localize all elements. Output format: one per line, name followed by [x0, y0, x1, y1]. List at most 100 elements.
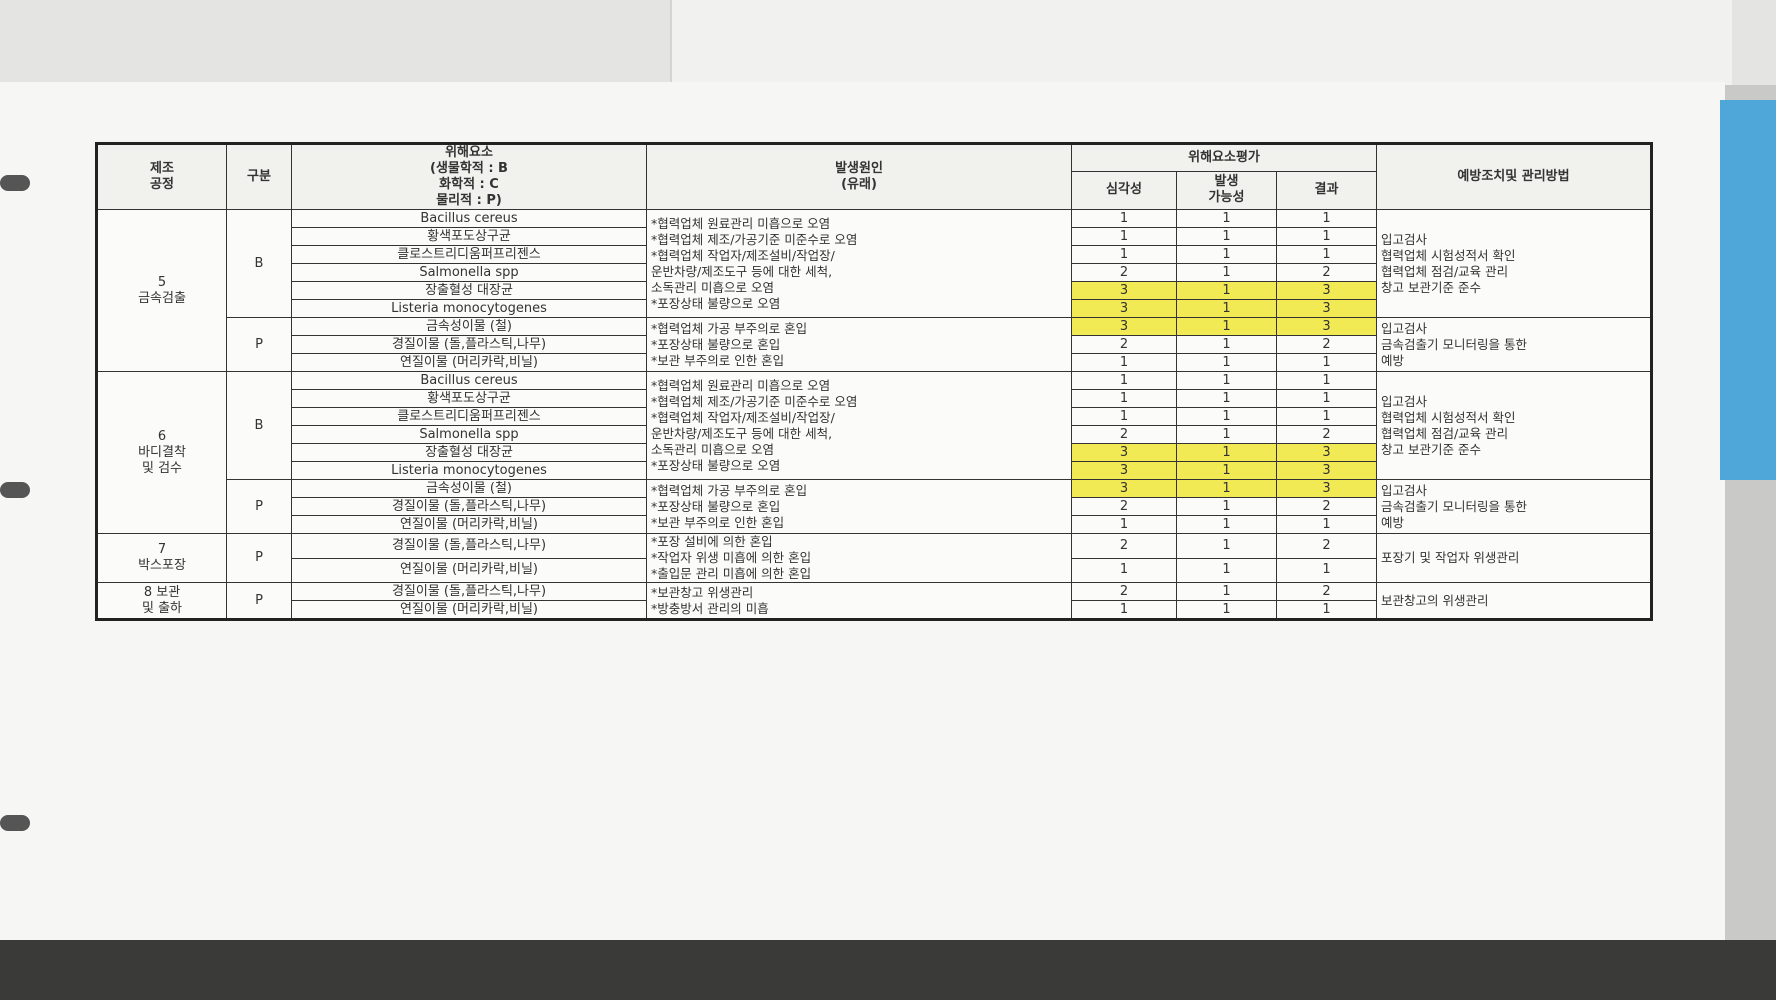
prevention-cell: 입고검사 협력업체 시험성적서 확인 협력업체 점검/교육 관리 창고 보관기준 준수: [1376, 209, 1652, 318]
severity-cell: 3: [1071, 317, 1177, 336]
hazard-cell: 클로스트리디움퍼프리젠스: [291, 245, 647, 264]
hazard-row: 8 보관 및 출하 P 경질이물 (돌,플라스틱,나무) *보관창고 위생관리 *방충방서…: [96, 582, 1652, 620]
hazard-cell: 장출혈성 대장균: [291, 281, 647, 300]
severity-cell: 2: [1071, 263, 1177, 282]
text-line: 입고검사: [1381, 231, 1428, 247]
likelihood-cell: 1: [1176, 245, 1277, 264]
text-line: (유래): [841, 177, 877, 192]
text-line: 운반차량/제조도구 등에 대한 세척,: [651, 425, 833, 441]
result-cell: 3: [1276, 479, 1377, 498]
severity-cell: 1: [1071, 209, 1177, 228]
hazard-row: 7 박스포장 P 경질이물 (돌,플라스틱,나무) *포장 설비에 의한 혼입 *작업자 …: [96, 533, 1652, 583]
category-cell: P: [226, 533, 292, 583]
process-cell: 6 바디결착 및 검수: [96, 371, 227, 534]
cause-cell: *보관창고 위생관리 *방충방서 관리의 미흡: [646, 582, 1072, 620]
text-line: 창고 보관기준 준수: [1381, 279, 1481, 295]
text-line: (생물학적 : B: [430, 161, 508, 176]
text-line: 예방: [1381, 514, 1405, 530]
text-line: 금속검출기 모니터링을 통한: [1381, 336, 1527, 352]
text-line: 소독관리 미흡으로 오염: [651, 441, 774, 457]
prevention-cell: 보관창고의 위생관리: [1376, 582, 1652, 620]
text-line: 물리적 : P): [436, 193, 502, 208]
header-row: 제조 공정 구분 위해요소 (생물학적 : B 화학적 : C 물리적 : P) 발생원인 (유…: [96, 143, 1652, 210]
hazard-row: 황색포도상구균 1 1 1: [97, 227, 1652, 246]
likelihood-cell: 1: [1176, 600, 1277, 620]
text-line: 위해요소: [445, 145, 493, 160]
text-line: *포장 설비에 의한 혼입: [651, 534, 773, 550]
text-line: 금속검출기 모니터링을 통한: [1381, 498, 1527, 514]
result-cell: 1: [1276, 209, 1377, 228]
text-line: *협력업체 작업자/제조설비/작업장/: [651, 409, 835, 425]
binder-ring: [0, 175, 30, 191]
severity-cell: 1: [1071, 227, 1177, 246]
hazard-row: Salmonella spp 2 1 2: [97, 425, 1652, 444]
hazard-row: Listeria monocytogenes 3 1 3: [97, 461, 1652, 480]
text-line: 입고검사: [1381, 393, 1428, 409]
result-cell: 1: [1276, 371, 1377, 390]
text-line: 보관창고의 위생관리: [1381, 592, 1489, 608]
prevention-cell: 입고검사 협력업체 시험성적서 확인 협력업체 점검/교육 관리 창고 보관기준 준수: [1376, 371, 1652, 480]
hazard-row: 연질이물 (머리카락,비닐) 1 1 1: [97, 557, 1652, 583]
hazard-row: 클로스트리디움퍼프리젠스 1 1 1: [97, 407, 1652, 426]
severity-cell: 3: [1071, 461, 1177, 480]
text-line: 예방: [1381, 352, 1405, 368]
desk: [0, 940, 1776, 1000]
likelihood-cell: 1: [1176, 533, 1277, 559]
text-line: 공정: [150, 177, 174, 192]
likelihood-cell: 1: [1176, 443, 1277, 462]
text-line: *협력업체 작업자/제조설비/작업장/: [651, 247, 835, 263]
header-cell: 제조 공정: [96, 143, 227, 210]
cause-cell: *협력업체 가공 부주의로 혼입 *포장상태 불량으로 혼입 *보관 부주의로 인한…: [646, 317, 1072, 372]
severity-cell: 2: [1071, 335, 1177, 354]
text-line: *협력업체 제조/가공기준 미준수로 오염: [651, 231, 858, 247]
likelihood-cell: 1: [1176, 461, 1277, 480]
result-cell: 3: [1276, 461, 1377, 480]
category-cell: P: [226, 582, 292, 620]
hazard-row: P 금속성이물 (철) *협력업체 가공 부주의로 혼입 *포장상태 불량으로 혼입 *…: [97, 317, 1652, 372]
likelihood-cell: 1: [1176, 582, 1277, 601]
header-cell: 예방조치및 관리방법: [1376, 143, 1652, 210]
hazard-table: 제조 공정 구분 위해요소 (생물학적 : B 화학적 : C 물리적 : P) 발생원인 (유…: [95, 142, 1653, 621]
result-cell: 3: [1276, 317, 1377, 336]
hazard-cell: Listeria monocytogenes: [291, 461, 647, 480]
likelihood-cell: 1: [1176, 227, 1277, 246]
prevention-cell: 입고검사 금속검출기 모니터링을 통한 예방: [1376, 317, 1652, 372]
result-cell: 1: [1276, 353, 1377, 372]
severity-cell: 1: [1071, 245, 1177, 264]
text-line: 가능성: [1208, 190, 1245, 206]
text-line: *협력업체 제조/가공기준 미준수로 오염: [651, 393, 858, 409]
likelihood-cell: 1: [1176, 281, 1277, 300]
text-line: 소독관리 미흡으로 오염: [651, 279, 774, 295]
text-line: 협력업체 시험성적서 확인: [1381, 247, 1516, 263]
severity-cell: 1: [1071, 600, 1177, 620]
hazard-cell: 경질이물 (돌,플라스틱,나무): [291, 497, 647, 516]
result-cell: 1: [1276, 515, 1377, 534]
hazard-row: 클로스트리디움퍼프리젠스 1 1 1: [97, 245, 1652, 264]
text-line: *협력업체 가공 부주의로 혼입: [651, 482, 808, 498]
header-cell: 발생 가능성: [1176, 170, 1277, 211]
likelihood-cell: 1: [1176, 371, 1277, 390]
text-line: *보관 부주의로 인한 혼입: [651, 352, 785, 368]
likelihood-cell: 1: [1176, 209, 1277, 228]
likelihood-cell: 1: [1176, 479, 1277, 498]
text-line: 발생: [1214, 174, 1239, 190]
process-cell: 5 금속검출: [96, 209, 227, 372]
text-line: *출입문 관리 미흡에 의한 혼입: [651, 566, 812, 581]
likelihood-cell: 1: [1176, 263, 1277, 282]
text-line: 5: [157, 274, 167, 290]
hazard-cell: 경질이물 (돌,플라스틱,나무): [291, 533, 647, 559]
likelihood-cell: 1: [1176, 317, 1277, 336]
hazard-row: 황색포도상구균 1 1 1: [97, 389, 1652, 408]
hazard-cell: 황색포도상구균: [291, 389, 647, 408]
text-line: *작업자 위생 미흡에 의한 혼입: [651, 550, 812, 565]
text-line: 화학적 : C: [439, 177, 499, 192]
hazard-row: 연질이물 (머리카락,비닐) 1 1 1: [97, 515, 1652, 534]
result-cell: 2: [1276, 497, 1377, 516]
header-cell: 발생원인 (유래): [646, 143, 1072, 210]
hazard-row: 장출혈성 대장균 3 1 3: [97, 281, 1652, 300]
severity-cell: 2: [1071, 425, 1177, 444]
likelihood-cell: 1: [1176, 299, 1277, 318]
hazard-row: 5 금속검출 B Bacillus cereus *협력업체 원료관리 미흡으로 오염 *…: [96, 209, 1652, 372]
hazard-cell: 연질이물 (머리카락,비닐): [291, 353, 647, 372]
severity-cell: 2: [1071, 582, 1177, 601]
